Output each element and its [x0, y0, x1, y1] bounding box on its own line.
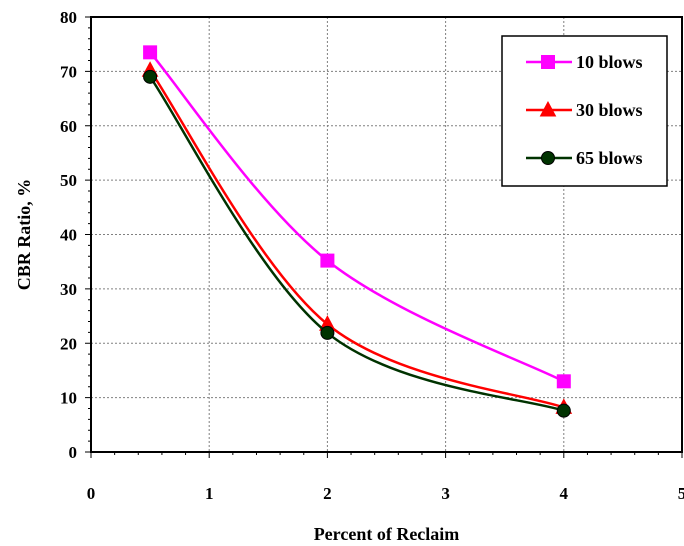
- data-point: [320, 253, 335, 268]
- legend-item: 10 blows: [526, 52, 643, 72]
- legend-marker: [541, 55, 555, 69]
- data-point: [556, 374, 571, 389]
- y-tick-label: 20: [60, 334, 77, 353]
- x-tick-label: 5: [678, 484, 684, 503]
- legend-item: 30 blows: [526, 100, 643, 120]
- legend-marker: [541, 151, 555, 165]
- y-tick-label: 0: [69, 443, 78, 462]
- x-tick-label: 2: [323, 484, 332, 503]
- y-tick-label: 40: [60, 226, 77, 245]
- x-tick-label: 4: [560, 484, 569, 503]
- y-tick-label: 10: [60, 389, 77, 408]
- series-65-blows: [143, 69, 571, 418]
- data-point: [143, 45, 158, 60]
- legend-label: 10 blows: [576, 52, 643, 72]
- legend-label: 65 blows: [576, 148, 643, 168]
- legend-marker: [539, 100, 557, 117]
- minor-ticks: [85, 16, 683, 458]
- y-tick-label: 80: [60, 8, 77, 27]
- legend-label: 30 blows: [576, 100, 643, 120]
- data-point: [143, 69, 158, 84]
- y-tick-label: 30: [60, 280, 77, 299]
- legend: 10 blows 30 blows 65 blows: [501, 35, 668, 187]
- y-axis-title: CBR Ratio, %: [14, 179, 34, 291]
- series-10-blows: [143, 45, 571, 389]
- legend-item: 65 blows: [526, 148, 643, 168]
- x-tick-label: 3: [441, 484, 450, 503]
- y-tick-label: 50: [60, 171, 77, 190]
- data-point: [320, 325, 335, 340]
- y-tick-label: 70: [60, 62, 77, 81]
- data-point: [556, 403, 571, 418]
- x-tick-label: 0: [87, 484, 96, 503]
- x-tick-label: 1: [205, 484, 214, 503]
- x-axis-title: Percent of Reclaim: [314, 524, 460, 544]
- series-layer: [141, 45, 573, 418]
- y-tick-label: 60: [60, 117, 77, 136]
